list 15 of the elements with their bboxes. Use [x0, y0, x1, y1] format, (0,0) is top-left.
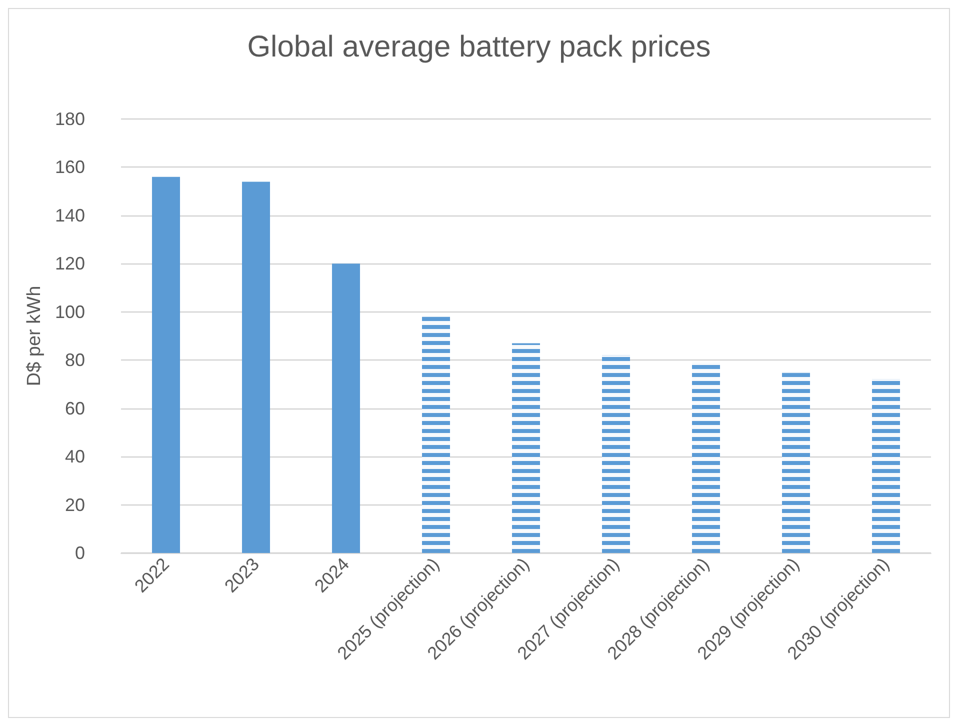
y-tick-label: 0	[74, 543, 85, 563]
y-tick-label: 100	[54, 302, 85, 322]
chart-title: Global average battery pack prices	[247, 30, 711, 64]
y-tick-label: 120	[54, 254, 85, 274]
y-axis-title: D$ per kWh	[24, 286, 46, 386]
bar	[242, 182, 270, 553]
y-tick-label: 180	[54, 109, 85, 129]
bar	[152, 176, 180, 553]
y-tick-label: 20	[64, 494, 85, 515]
y-tick-label: 40	[64, 446, 85, 467]
y-tick-label: 140	[54, 205, 85, 226]
y-tick-label: 160	[54, 157, 85, 178]
y-tick-label: 60	[64, 398, 85, 418]
bar	[332, 264, 360, 553]
y-tick-label: 80	[64, 350, 85, 370]
